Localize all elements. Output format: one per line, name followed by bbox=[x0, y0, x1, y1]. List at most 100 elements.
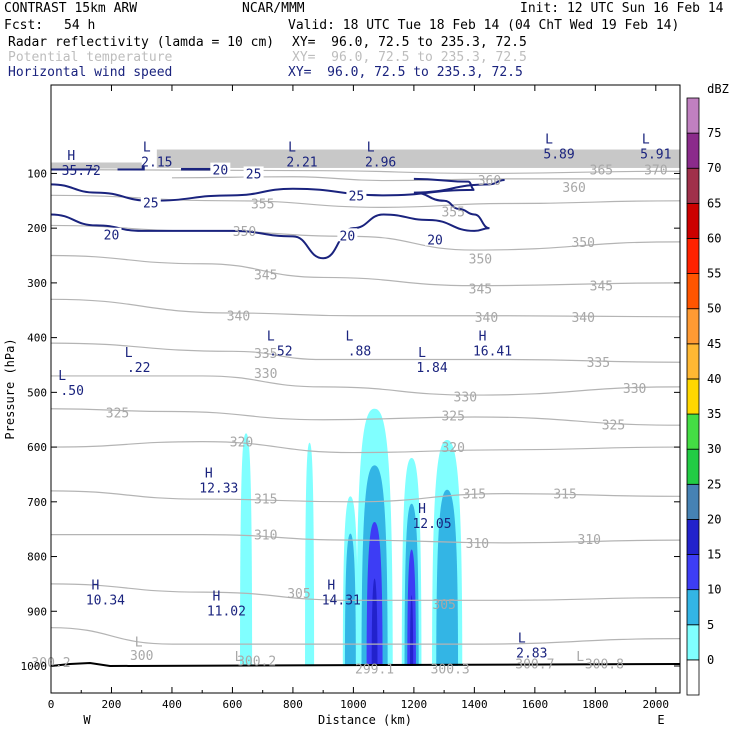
wind-label-bg bbox=[346, 188, 367, 202]
extremum-value: .88 bbox=[348, 345, 371, 360]
extremum-kind: H bbox=[67, 149, 75, 164]
theta-label: 330 bbox=[623, 382, 646, 397]
colorbar: 0 5 10 15 20 25 30 35 40 45 50 55 60 65 70 75 bbox=[686, 97, 721, 696]
wind-label-bg bbox=[425, 232, 446, 246]
reflectivity-cell bbox=[305, 442, 315, 666]
theta-contour bbox=[51, 408, 680, 426]
y-tick-label: 700 bbox=[27, 496, 47, 509]
theta-contours bbox=[51, 168, 680, 645]
colorbar-label: 25 bbox=[707, 477, 721, 491]
colorbar-swatch bbox=[686, 273, 700, 310]
theta-label: 360 bbox=[562, 181, 585, 196]
theta-contour bbox=[51, 168, 680, 175]
colorbar-swatch bbox=[686, 97, 700, 134]
extremum-kind: L bbox=[288, 141, 296, 156]
wind-label: 20 bbox=[340, 229, 356, 244]
theta-contour bbox=[51, 490, 680, 503]
y-tick-label: 100 bbox=[27, 167, 47, 180]
colorbar-swatch bbox=[686, 167, 700, 204]
colorbar-swatch bbox=[686, 238, 700, 274]
extremum-kind: H bbox=[205, 466, 213, 481]
theta-label: 300 bbox=[130, 649, 153, 664]
y-axis-label: Pressure (hPa) bbox=[3, 338, 17, 439]
theta-label: 355 bbox=[441, 206, 464, 221]
x-tick-label: 400 bbox=[162, 698, 182, 711]
surface-line bbox=[50, 661, 681, 668]
x-axis-label: Distance (km) bbox=[318, 713, 412, 727]
y-tick-label: 400 bbox=[27, 332, 47, 345]
extremum-value: 16.41 bbox=[473, 345, 512, 360]
theta-label: 330 bbox=[254, 367, 277, 382]
theta-label: 360 bbox=[478, 174, 501, 189]
colorbar-swatch bbox=[686, 519, 700, 555]
field-xy-theta: XY= 96.0, 72.5 to 235.3, 72.5 bbox=[292, 50, 527, 65]
x-tick-label: 200 bbox=[102, 698, 122, 711]
y-tick-label: 300 bbox=[27, 277, 47, 290]
wind-label: 20 bbox=[427, 234, 443, 249]
extremum-kind: L bbox=[267, 330, 275, 345]
theta-label: 365 bbox=[590, 164, 613, 179]
extremum-value: .52 bbox=[269, 345, 292, 360]
colorbar-swatch bbox=[686, 624, 700, 661]
theta-label: 310 bbox=[466, 537, 489, 552]
extremum-value: 2.15 bbox=[141, 156, 172, 171]
extremum-value: 2.21 bbox=[286, 156, 317, 171]
theta-label: 300.3 bbox=[431, 663, 470, 678]
field-name-theta: Potential temperature bbox=[8, 50, 173, 65]
theta-contour bbox=[51, 254, 680, 287]
extremum-value: 11.02 bbox=[207, 605, 246, 620]
colorbar-label: 60 bbox=[707, 231, 721, 245]
extremum-kind: L bbox=[346, 330, 354, 345]
theta-contour bbox=[51, 627, 680, 645]
theta-label: 305 bbox=[287, 587, 310, 602]
east-label: E bbox=[657, 713, 664, 727]
extremum-value: 14.31 bbox=[322, 594, 361, 609]
wind-label-bg bbox=[101, 227, 122, 241]
y-tick-label: 200 bbox=[27, 222, 47, 235]
upper-band bbox=[156, 149, 681, 168]
x-tick-label: 1400 bbox=[461, 698, 488, 711]
theta-label: 345 bbox=[590, 280, 613, 295]
wind-label: 25 bbox=[349, 189, 365, 204]
theta-label: 310 bbox=[254, 529, 277, 544]
colorbar-swatch bbox=[686, 132, 700, 169]
y-tick-label: 500 bbox=[27, 386, 47, 399]
theta-label: 340 bbox=[571, 311, 594, 326]
colorbar-swatch bbox=[686, 554, 700, 591]
extremum-kind: H bbox=[92, 579, 100, 594]
theta-label: 325 bbox=[441, 409, 464, 424]
x-tick-label: 1800 bbox=[582, 698, 609, 711]
colorbar-label: 30 bbox=[707, 442, 721, 456]
extremum-kind: H bbox=[212, 590, 220, 605]
theta-contour bbox=[51, 441, 680, 454]
plot-frame bbox=[50, 84, 681, 694]
forecast-hour: 54 h bbox=[64, 18, 96, 33]
theta-label: 330 bbox=[454, 391, 477, 406]
theta-label: 315 bbox=[254, 493, 277, 508]
theta-contour bbox=[51, 534, 680, 544]
theta-label: 310 bbox=[578, 533, 601, 548]
extremum-kind: L bbox=[143, 141, 151, 156]
x-tick-label: 0 bbox=[48, 698, 55, 711]
colorbar-label: 5 bbox=[707, 618, 714, 632]
colorbar-swatch bbox=[686, 659, 700, 696]
field-xy-wind: XY= 96.0, 72.5 to 235.3, 72.5 bbox=[288, 65, 523, 80]
theta-label: 299.1 bbox=[355, 663, 394, 678]
theta-label: 350 bbox=[469, 252, 492, 267]
colorbar-swatch bbox=[686, 589, 700, 626]
extremum-value: 1.84 bbox=[416, 361, 447, 376]
y-tick-label: 1000 bbox=[21, 660, 48, 673]
y-tick-label: 600 bbox=[27, 441, 47, 454]
extremum-kind: H bbox=[327, 579, 335, 594]
theta-label: 355 bbox=[251, 198, 274, 213]
theta-label: 340 bbox=[475, 311, 498, 326]
extremum-value: 2.96 bbox=[365, 156, 396, 171]
wind-contour bbox=[51, 178, 505, 260]
theta-contour bbox=[51, 194, 680, 208]
extremum-kind: L bbox=[518, 632, 526, 647]
extremum-value: 10.34 bbox=[86, 594, 125, 609]
theta-contour bbox=[51, 342, 680, 363]
y-tick-label: 800 bbox=[27, 551, 47, 564]
wind-label-bg bbox=[210, 162, 231, 176]
